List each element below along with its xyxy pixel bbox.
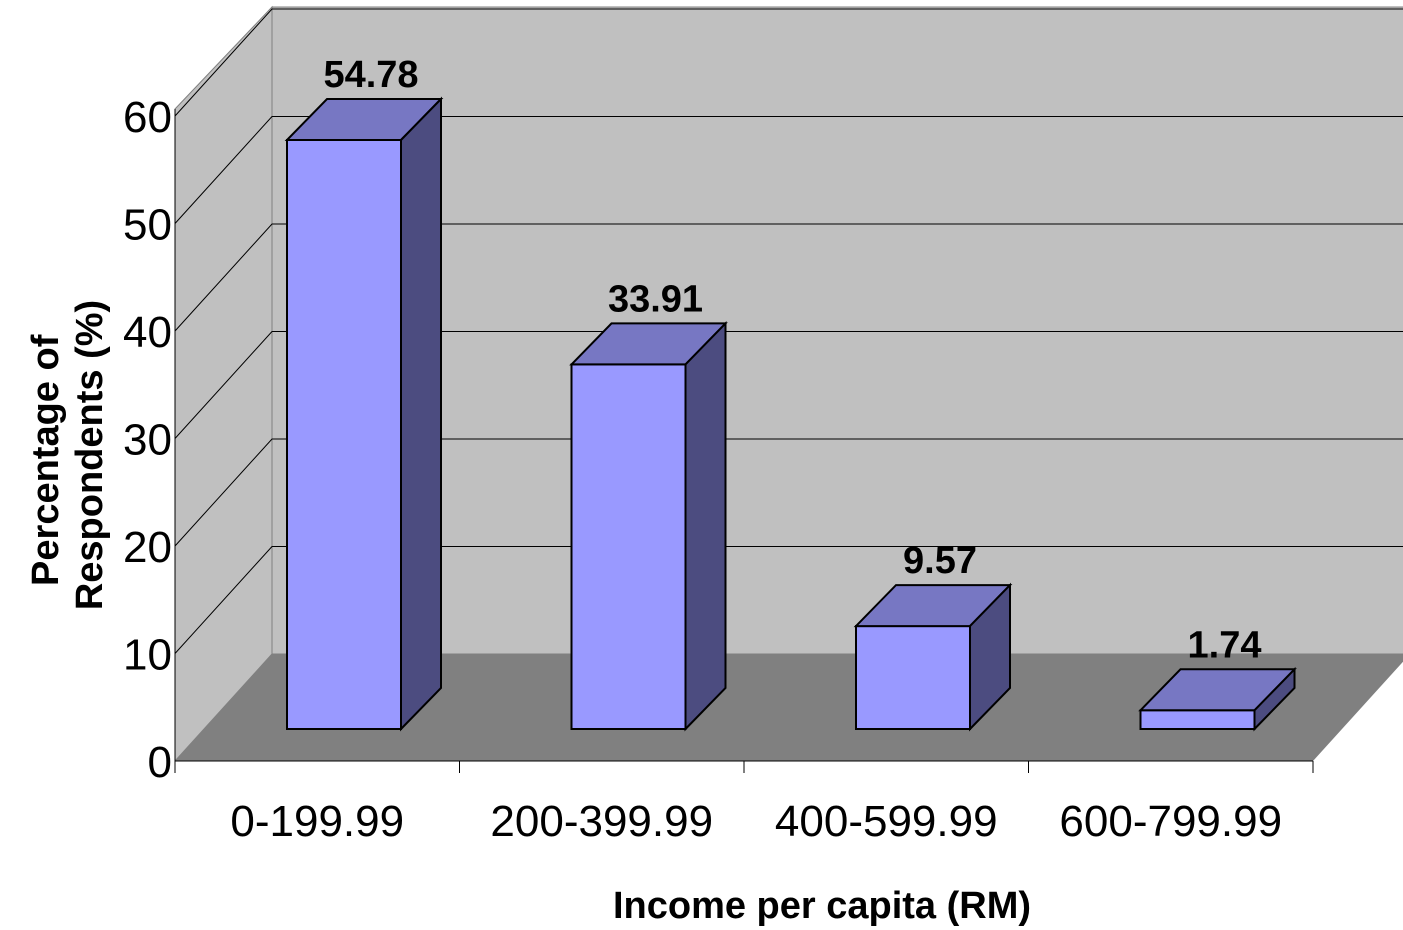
gridline bbox=[174, 331, 1403, 439]
gridlines bbox=[174, 8, 1403, 654]
x-category-label: 400-599.99 bbox=[775, 797, 998, 846]
data-label: 33.91 bbox=[608, 278, 703, 320]
side-wall bbox=[174, 5, 273, 763]
x-category-label: 600-799.99 bbox=[1059, 797, 1282, 846]
bar bbox=[569, 320, 728, 732]
bar-front bbox=[855, 625, 971, 731]
gridline bbox=[174, 546, 1403, 654]
bars bbox=[284, 96, 1297, 732]
y-axis-title-line-2: Respondents (%) bbox=[69, 300, 111, 610]
bar bbox=[853, 582, 1013, 732]
y-tick-label: 40 bbox=[123, 308, 172, 357]
y-tick-label: 30 bbox=[123, 416, 172, 465]
y-tick-label: 0 bbox=[148, 738, 172, 787]
bar bbox=[1138, 666, 1297, 732]
y-axis-title: Percentage of Respondents (%) bbox=[25, 300, 111, 610]
bar-front bbox=[570, 363, 687, 730]
data-label: 9.57 bbox=[903, 540, 977, 582]
data-label: 1.74 bbox=[1188, 624, 1262, 666]
bar-side bbox=[684, 320, 727, 732]
labels: 0 10 20 30 40 50 60 54.78 0-199.99 33.91 200-399.9… bbox=[123, 54, 1282, 846]
x-category-label: 200-399.99 bbox=[490, 797, 713, 846]
bar-front bbox=[1139, 709, 1256, 730]
floor bbox=[175, 654, 1403, 761]
bar bbox=[284, 96, 444, 732]
gridline bbox=[174, 8, 1403, 117]
chart-floor bbox=[175, 654, 1403, 761]
chart-walls bbox=[174, 5, 1403, 763]
axes bbox=[174, 109, 1314, 773]
y-tick-label: 50 bbox=[123, 201, 172, 250]
bar-side bbox=[969, 582, 1011, 732]
y-tick-label: 60 bbox=[123, 93, 172, 142]
gridline bbox=[174, 223, 1403, 332]
x-axis-title: Income per capita (RM) bbox=[613, 885, 1031, 927]
gridline bbox=[174, 116, 1403, 224]
gridline bbox=[174, 438, 1403, 547]
y-axis-title-line-1: Percentage of bbox=[25, 334, 67, 586]
y-tick-label: 20 bbox=[123, 523, 172, 572]
bar-side bbox=[400, 96, 442, 732]
y-tick-label: 10 bbox=[123, 631, 172, 680]
data-label: 54.78 bbox=[323, 54, 418, 96]
x-category-label: 0-199.99 bbox=[230, 797, 404, 846]
bar-side bbox=[1253, 666, 1296, 732]
bar-front bbox=[286, 139, 402, 730]
